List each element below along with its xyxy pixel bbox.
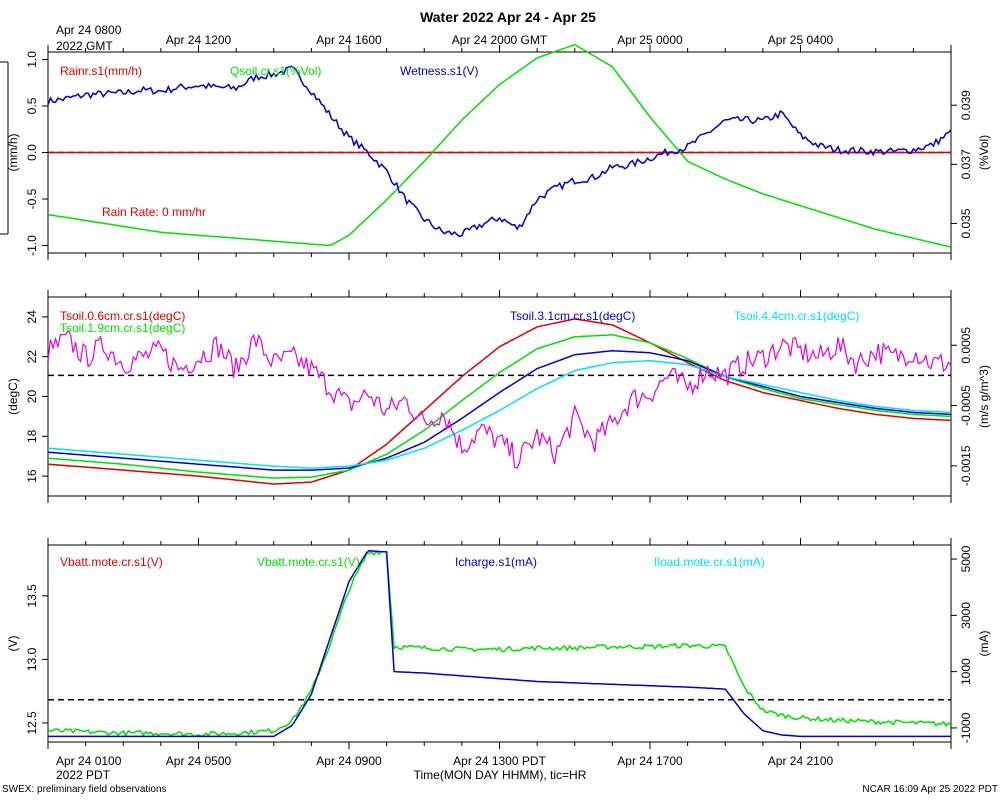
series-line-blue bbox=[48, 549, 951, 738]
top-axis-tick-label: Apr 25 0400 bbox=[768, 33, 834, 47]
top-axis-tick-label: Apr 24 1200 bbox=[166, 33, 232, 47]
right-axis-label: (%Vol) bbox=[977, 135, 991, 170]
left-tick-label: 16 bbox=[25, 469, 39, 483]
top-axis-tick-label: Apr 24 0800 bbox=[56, 23, 122, 37]
left-tick-label: 1.0 bbox=[25, 51, 39, 68]
right-tick-label: 0.037 bbox=[959, 149, 973, 179]
right-tick-label: 5000 bbox=[959, 545, 973, 572]
left-tick-label: 20 bbox=[25, 390, 39, 404]
right-axis-label: (mA) bbox=[977, 631, 991, 657]
right-tick-label: -0.0015 bbox=[959, 445, 973, 486]
chart-title: Water 2022 Apr 24 - Apr 25 bbox=[420, 9, 596, 25]
legend-label-cyan: Tsoil.4.4cm.cr.s1(degC) bbox=[734, 309, 859, 323]
left-tick-label: 0.0 bbox=[25, 144, 39, 161]
bottom-axis-tick-label: Apr 24 1700 bbox=[617, 754, 683, 768]
left-tick-label: -0.5 bbox=[25, 188, 39, 209]
legend-label-red: Vbatt.mote.cr.s1(V) bbox=[60, 555, 163, 569]
left-tick-label: 18 bbox=[25, 429, 39, 443]
left-edge-bracket bbox=[0, 61, 9, 235]
bottom-axis-tick-label: Apr 24 0900 bbox=[316, 754, 382, 768]
left-axis-label: (V) bbox=[6, 636, 20, 652]
series-line-red bbox=[47, 318, 952, 485]
right-tick-label: 0.039 bbox=[959, 90, 973, 120]
series-line-magenta bbox=[47, 329, 952, 469]
labels-layer: Apr 24 0800 Apr 24 1200 Apr 24 1600 Apr 24 … bbox=[6, 23, 991, 768]
x-axis-label: Time(MON DAY HHMM), tic=HR bbox=[414, 768, 587, 782]
left-axis-label: (mm/h) bbox=[6, 134, 20, 172]
top-axis-tick-label: Apr 24 2000 GMT bbox=[452, 33, 548, 47]
right-tick-label: -0.0005 bbox=[959, 385, 973, 426]
legend-label-red: Rainr.s1(mm/h) bbox=[60, 64, 142, 78]
series-line-green bbox=[47, 334, 952, 479]
left-axis-label: (degC) bbox=[6, 378, 20, 415]
top-axis-tick-label: Apr 25 0000 bbox=[617, 33, 683, 47]
bottom-axis-tick-label: Apr 24 0500 bbox=[166, 754, 232, 768]
bottom-axis-tick-label: Apr 24 1300 PDT bbox=[453, 754, 546, 768]
right-axis-label: (m/s g/m^3) bbox=[977, 365, 991, 428]
top-axis-tick-label: Apr 24 1600 bbox=[316, 33, 382, 47]
left-tick-label: 0.5 bbox=[25, 97, 39, 114]
legend-label-red: Tsoil.0.6cm.cr.s1(degC) bbox=[60, 309, 185, 323]
right-tick-label: 0.0005 bbox=[959, 327, 973, 364]
legend-label-blue: Tsoil.3.1cm.cr.s1(degC) bbox=[510, 309, 635, 323]
legend-label-green: Vbatt.mote.cr.s1(V) bbox=[257, 555, 360, 569]
right-tick-label: 1000 bbox=[959, 658, 973, 685]
right-tick-label: -1000 bbox=[959, 712, 973, 743]
footer-left-note: SWEX: preliminary field observations bbox=[2, 784, 167, 795]
right-tick-label: 0.035 bbox=[959, 208, 973, 238]
bottom-axis-tick-label: Apr 24 0100 bbox=[56, 754, 122, 768]
legend-label-green: Qsoil.cr.s1(%Vol) bbox=[230, 64, 321, 78]
legend-label-blue: Wetness.s1(V) bbox=[400, 64, 478, 78]
right-tick-label: 3000 bbox=[959, 602, 973, 629]
series-line-cyan bbox=[47, 359, 952, 469]
footer-right-note: NCAR 16:09 Apr 25 2022 PDT bbox=[862, 784, 998, 795]
left-tick-label: -1.0 bbox=[25, 235, 39, 256]
series-line-green bbox=[47, 550, 952, 738]
legend-label-cyan: Iload.mote.cr.s1(mA) bbox=[654, 555, 765, 569]
left-tick-label: 13.0 bbox=[25, 647, 39, 671]
series-layer bbox=[47, 43, 952, 738]
bottom-axis-tick-label: Apr 24 2100 bbox=[768, 754, 834, 768]
series-line-blue bbox=[47, 65, 952, 238]
rain-rate-annotation: Rain Rate: 0 mm/hr bbox=[102, 205, 206, 219]
left-tick-label: 22 bbox=[25, 350, 39, 364]
left-tick-label: 13.5 bbox=[25, 584, 39, 608]
left-tick-label: 12.5 bbox=[25, 711, 39, 735]
series-line-green bbox=[47, 43, 952, 248]
legend-label-blue: Icharge.s1(mA) bbox=[455, 555, 537, 569]
left-tick-label: 24 bbox=[25, 310, 39, 324]
series-line-blue bbox=[47, 349, 952, 471]
bottom-axis-year-label: 2022 PDT bbox=[56, 768, 111, 782]
top-axis-year-label: 2022 GMT bbox=[56, 39, 113, 53]
legend-label-green: Tsoil.1.9cm.cr.s1(degC) bbox=[60, 321, 185, 335]
